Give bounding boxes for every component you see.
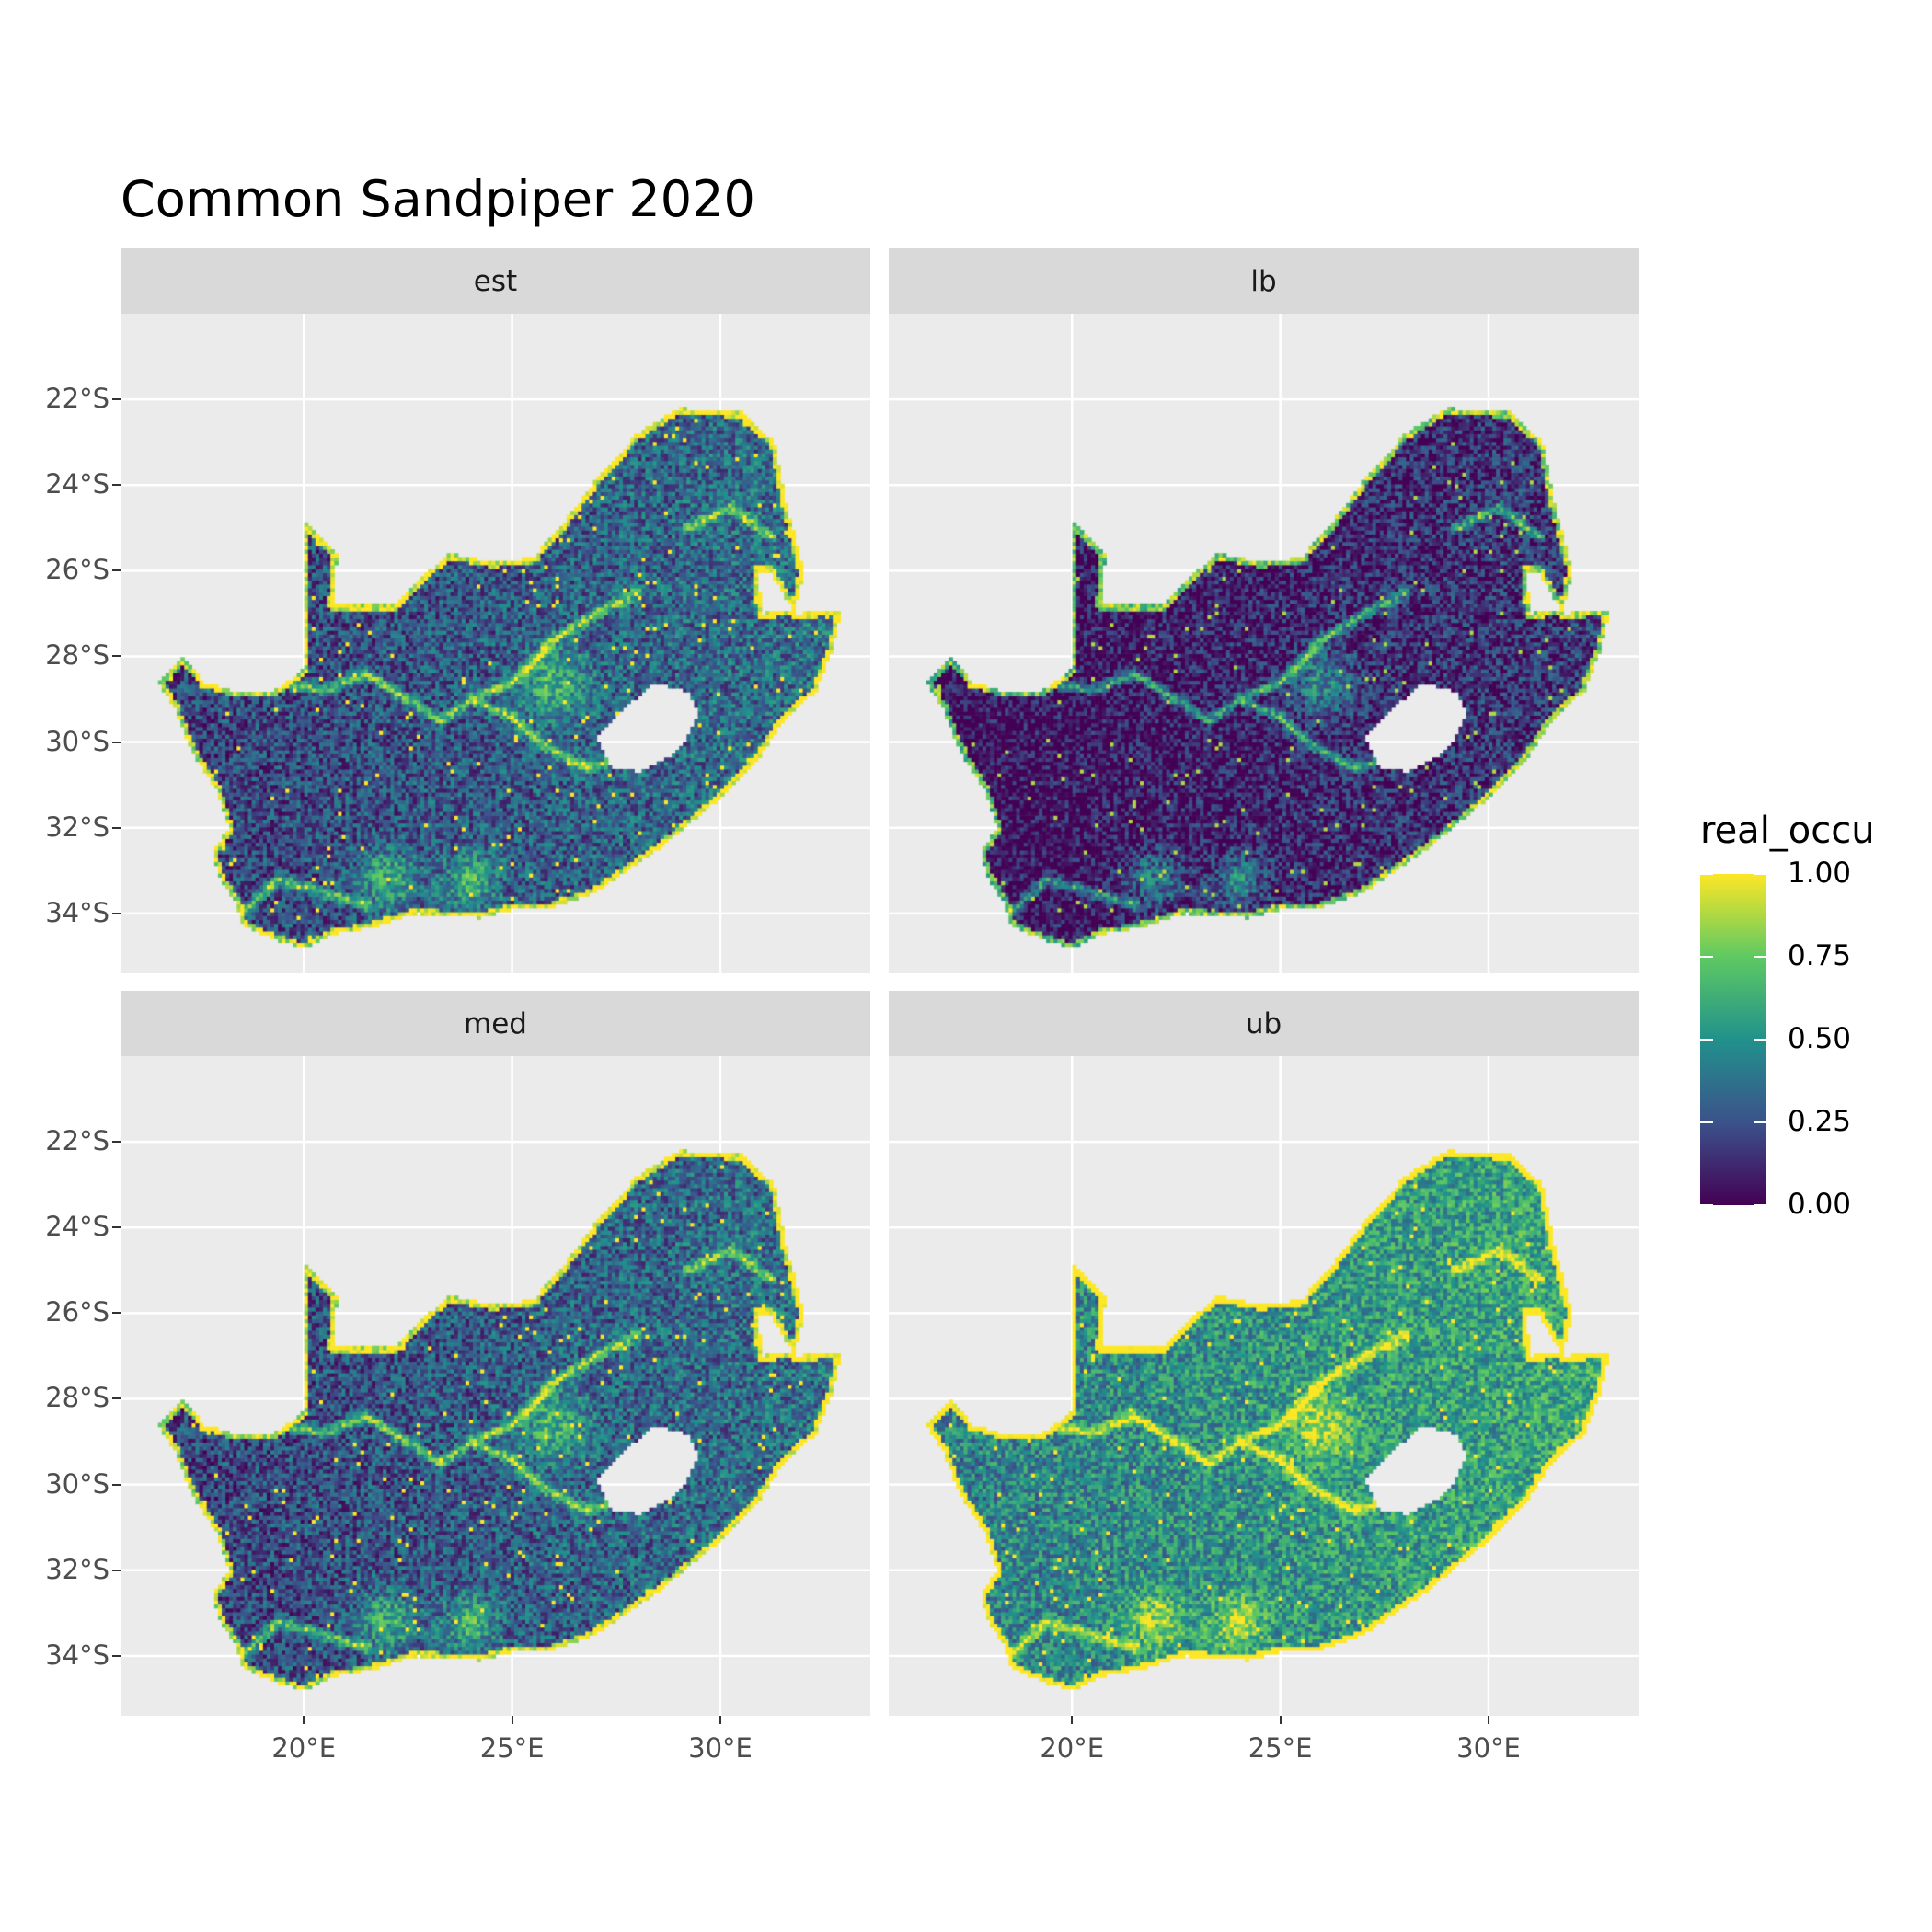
y-tick-mark xyxy=(112,1569,121,1571)
x-tick-mark xyxy=(303,1716,305,1724)
legend-tick xyxy=(1754,1121,1766,1123)
legend-label: 0.25 xyxy=(1788,1105,1852,1138)
facet-plot-area xyxy=(889,314,1639,973)
x-tick-mark xyxy=(511,1716,513,1724)
y-tick-label: 32°S xyxy=(45,1553,109,1585)
y-tick-mark xyxy=(112,741,121,743)
legend-tick xyxy=(1700,1039,1713,1041)
y-tick-label: 24°S xyxy=(45,468,109,500)
legend-label: 0.50 xyxy=(1788,1022,1852,1055)
y-tick-label: 32°S xyxy=(45,811,109,843)
occupancy-raster-lb xyxy=(889,314,1639,973)
legend-tick xyxy=(1700,1121,1713,1123)
y-tick-label: 30°S xyxy=(45,725,109,757)
facet-strip-label: med xyxy=(121,991,870,1056)
legend-tick xyxy=(1754,1204,1766,1206)
legend-tick xyxy=(1700,873,1713,875)
y-tick-mark xyxy=(112,1483,121,1486)
legend-title: real_occu xyxy=(1700,810,1875,852)
occupancy-raster-med xyxy=(121,1056,870,1716)
x-tick-mark xyxy=(719,1716,721,1724)
occupancy-raster-ub xyxy=(889,1056,1639,1716)
y-tick-mark xyxy=(112,1226,121,1229)
chart-title: Common Sandpiper 2020 xyxy=(121,170,755,228)
x-tick-label: 30°E xyxy=(688,1732,753,1764)
y-tick-mark xyxy=(112,1312,121,1315)
y-tick-mark xyxy=(112,569,121,572)
x-tick-label: 30°E xyxy=(1456,1732,1521,1764)
x-tick-mark xyxy=(1071,1716,1074,1724)
y-tick-label: 34°S xyxy=(45,1639,109,1671)
legend-label: 0.75 xyxy=(1788,939,1852,972)
facet-plot-area xyxy=(889,1056,1639,1716)
x-tick-label: 25°E xyxy=(1248,1732,1313,1764)
y-tick-label: 34°S xyxy=(45,896,109,928)
y-tick-mark xyxy=(112,398,121,401)
y-tick-label: 30°S xyxy=(45,1467,109,1500)
y-tick-label: 28°S xyxy=(45,639,109,672)
y-tick-label: 26°S xyxy=(45,1296,109,1328)
y-tick-label: 22°S xyxy=(45,383,109,415)
facet-strip-label: ub xyxy=(889,991,1639,1056)
facet-plot-area xyxy=(121,314,870,973)
facet-strip-label: lb xyxy=(889,248,1639,314)
y-tick-label: 26°S xyxy=(45,554,109,586)
legend-tick xyxy=(1754,1039,1766,1041)
legend-tick xyxy=(1700,956,1713,958)
x-tick-label: 25°E xyxy=(479,1732,545,1764)
x-tick-label: 20°E xyxy=(1040,1732,1105,1764)
facet-plot-area xyxy=(121,1056,870,1716)
y-tick-mark xyxy=(112,826,121,829)
y-tick-mark xyxy=(112,655,121,658)
y-tick-mark xyxy=(112,1654,121,1657)
legend-label: 0.00 xyxy=(1788,1188,1852,1221)
y-tick-label: 24°S xyxy=(45,1211,109,1243)
legend-label: 1.00 xyxy=(1788,857,1852,890)
y-tick-label: 22°S xyxy=(45,1125,109,1157)
legend-tick xyxy=(1700,1204,1713,1206)
x-tick-mark xyxy=(1279,1716,1282,1724)
y-tick-label: 28°S xyxy=(45,1382,109,1414)
occupancy-raster-est xyxy=(121,314,870,973)
y-tick-mark xyxy=(112,912,121,914)
y-tick-mark xyxy=(112,1397,121,1400)
legend-tick xyxy=(1754,873,1766,875)
legend-tick xyxy=(1754,956,1766,958)
y-tick-mark xyxy=(112,1141,121,1144)
facet-strip-label: est xyxy=(121,248,870,314)
y-tick-mark xyxy=(112,484,121,487)
x-tick-mark xyxy=(1488,1716,1489,1724)
x-tick-label: 20°E xyxy=(271,1732,337,1764)
